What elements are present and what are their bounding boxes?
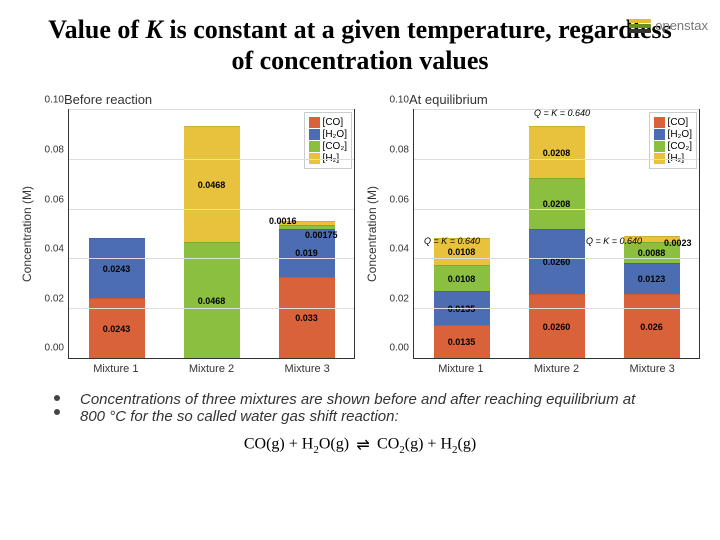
title-pre: Value of: [48, 15, 145, 44]
bar-segment-CO: 0.0135: [434, 325, 490, 358]
chart-after-title: At equilibrium: [409, 92, 700, 107]
bar-segment-H2: 0.0208: [529, 126, 585, 178]
xtick: Mixture 2: [164, 359, 260, 375]
figure-caption: Concentrations of three mixtures are sho…: [0, 375, 720, 429]
stacked-bar: 0.0330.019: [279, 221, 335, 358]
page-title: Value of K is constant at a given temper…: [0, 0, 720, 82]
ylabel-left: Concentration (M): [20, 109, 36, 359]
logo-bar-2: [629, 24, 651, 28]
xticks-left: Mixture 1Mixture 2Mixture 3: [68, 359, 355, 375]
stacked-bar: 0.02430.0243: [89, 238, 145, 359]
bar-segment-H2O: 0.0123: [624, 263, 680, 294]
q-k-annotation: Q = K = 0.640: [534, 108, 590, 118]
value-callout: 0.0016: [269, 216, 297, 226]
stacked-bar: 0.01350.01350.01080.0108: [434, 238, 490, 359]
logo-bar-3: [629, 29, 651, 33]
ylabel-right: Concentration (M): [365, 109, 381, 359]
bar-segment-CO2: 0.0468: [184, 242, 240, 358]
yaxis-left: 0.000.020.040.060.080.10: [36, 109, 68, 359]
bar-segment-CO: 0.026: [624, 294, 680, 358]
plot-right: [CO][H₂O][CO₂][H₂] 0.01350.01350.01080.0…: [413, 109, 700, 359]
bars-right: 0.01350.01350.01080.01080.02600.02600.02…: [414, 110, 699, 358]
xtick: Mixture 3: [604, 359, 700, 375]
q-k-annotation: Q = K = 0.640: [586, 236, 642, 246]
chart-before-title: Before reaction: [64, 92, 355, 107]
chart-before: Before reaction Concentration (M) 0.000.…: [20, 92, 355, 375]
xtick: Mixture 1: [68, 359, 164, 375]
stacked-bar: 0.0260.01230.0088: [624, 236, 680, 358]
bar-segment-CO2: 0.0108: [434, 265, 490, 292]
title-post: is constant at a given temperature, rega…: [163, 15, 672, 75]
value-callout: 0.00175: [305, 230, 338, 240]
xtick: Mixture 2: [509, 359, 605, 375]
title-k: K: [146, 15, 163, 44]
value-callout: 0.0023: [664, 238, 692, 248]
q-k-annotation: Q = K = 0.640: [424, 236, 480, 246]
rxn-arrow-icon: [353, 435, 373, 455]
bar-segment-H2O: 0.0260: [529, 229, 585, 293]
bar-segment-H2O: 0.0243: [89, 238, 145, 298]
bar-segment-CO: 0.033: [279, 277, 335, 359]
logo-bar-1: [629, 19, 651, 23]
yaxis-right: 0.000.020.040.060.080.10: [381, 109, 413, 359]
xticks-right: Mixture 1Mixture 2Mixture 3: [413, 359, 700, 375]
reaction-equation: CO(g) + H2O(g) CO2(g) + H2(g): [0, 429, 720, 456]
plot-left: [CO][H₂O][CO₂][H₂] 0.02430.02430.04680.0…: [68, 109, 355, 359]
xtick: Mixture 3: [259, 359, 355, 375]
xtick: Mixture 1: [413, 359, 509, 375]
stacked-bar: 0.02600.02600.02080.0208: [529, 126, 585, 358]
logo-text: openstax: [655, 18, 708, 33]
openstax-logo: openstax: [629, 18, 708, 33]
chart-after: At equilibrium Concentration (M) 0.000.0…: [365, 92, 700, 375]
stacked-bar: 0.04680.0468: [184, 126, 240, 358]
bar-segment-H2: 0.0468: [184, 126, 240, 242]
charts-row: Before reaction Concentration (M) 0.000.…: [0, 82, 720, 375]
bar-segment-CO: 0.0260: [529, 294, 585, 358]
bar-segment-CO2: 0.0208: [529, 178, 585, 230]
